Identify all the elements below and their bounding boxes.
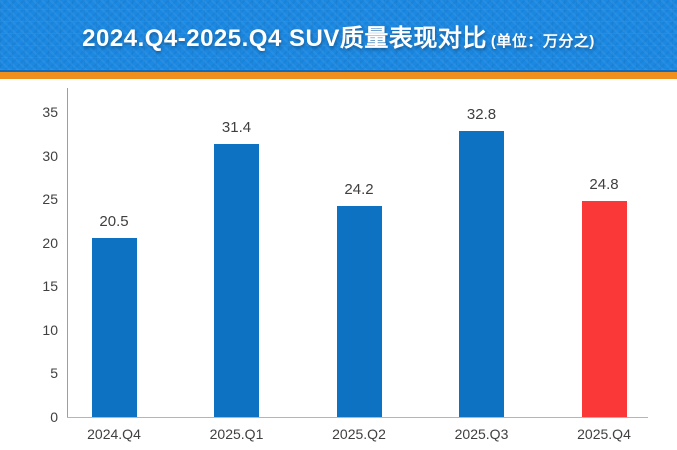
value-label: 24.8 (589, 176, 619, 193)
bar-2025.Q1 (214, 144, 259, 417)
y-tick-label: 30 (42, 147, 58, 164)
y-tick-label: 10 (42, 321, 58, 338)
x-tick-label: 2025.Q2 (332, 426, 386, 442)
value-label: 20.5 (99, 213, 129, 230)
bar-2024.Q4 (91, 238, 137, 417)
bar-2025.Q2 (336, 206, 382, 417)
value-label: 32.8 (466, 106, 497, 123)
value-label: 24.2 (344, 181, 374, 198)
y-tick-label: 20 (42, 234, 58, 251)
x-tick-label: 2025.Q4 (577, 426, 631, 442)
value-label: 31.4 (221, 119, 252, 136)
header-banner: 2024.Q4-2025.Q4 SUV质量表现对比 (单位：万分之) (0, 0, 677, 72)
x-tick-label: 2024.Q4 (87, 426, 141, 442)
title-text: 2024.Q4-2025.Q4 SUV质量表现对比 (82, 24, 487, 52)
y-tick-label: 15 (42, 278, 58, 295)
y-axis-line (67, 88, 68, 418)
y-tick-label: 25 (42, 191, 58, 208)
bar-2025.Q3 (459, 131, 504, 417)
x-axis-line (67, 417, 648, 418)
accent-strip (0, 72, 677, 79)
y-tick-label: 0 (50, 409, 58, 425)
bar-2025.Q4 (581, 201, 627, 417)
y-tick-label: 5 (50, 365, 58, 382)
x-tick-label: 2025.Q1 (209, 426, 264, 442)
title-unit-label: (单位：万分之) (490, 32, 595, 50)
page-title: 2024.Q4-2025.Q4 SUV质量表现对比 (单位：万分之) (72, 18, 605, 53)
x-tick-label: 2025.Q3 (454, 426, 509, 442)
y-tick-label: 35 (42, 104, 58, 121)
